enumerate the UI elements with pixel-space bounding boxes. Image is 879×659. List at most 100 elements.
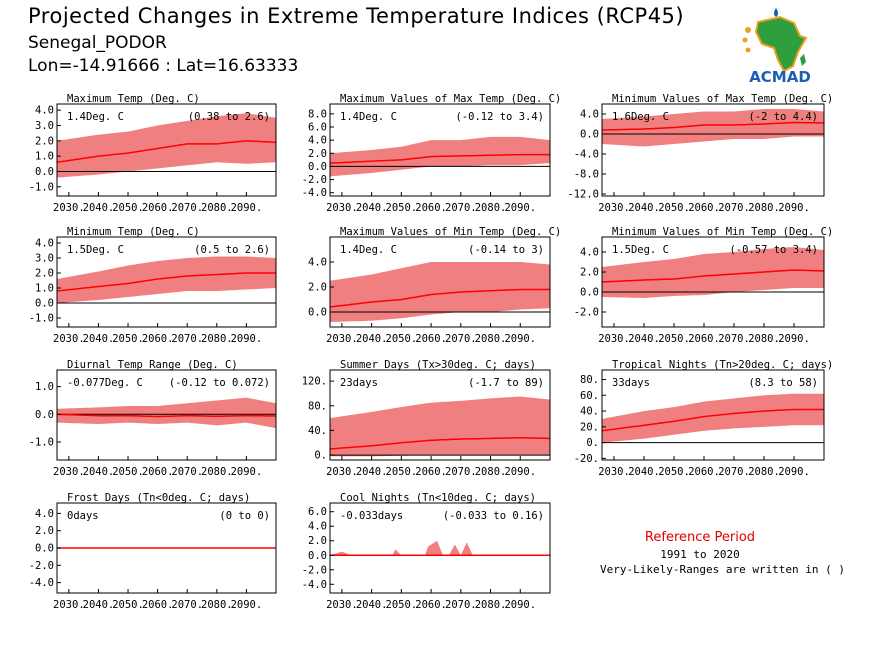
y-tick-label: -4.0 [302, 579, 327, 591]
x-tick-label: 2040. [628, 466, 660, 478]
very-likely-range-label: (-0.57 to 3.4) [729, 244, 818, 256]
y-tick-label: -1.0 [29, 181, 54, 193]
very-likely-range-label: (-0.033 to 0.16) [443, 510, 544, 522]
y-tick-label: 20. [580, 421, 599, 433]
y-tick-label: 4.0 [308, 135, 327, 147]
x-tick-label: 2040. [83, 333, 115, 345]
x-tick-label: 2070. [718, 466, 750, 478]
y-tick-label: 0.0 [308, 161, 327, 173]
y-tick-label: 80. [580, 374, 599, 386]
plot-frame [329, 236, 551, 328]
reference-period-title: Reference Period [644, 530, 756, 545]
chart-panel: 2030.2040.2050.2060.2070.2080.2090. 80. 60… [574, 359, 834, 478]
median-line [57, 140, 276, 164]
y-tick-label: 4.0 [35, 238, 54, 250]
y-tick-label: 2.0 [35, 135, 54, 147]
x-tick-label: 2080. [748, 466, 780, 478]
y-tick-label: 0.0 [35, 298, 54, 310]
trend-value-label: 1.5Deg. C [612, 244, 669, 256]
very-likely-range-label: (-2 to 4.4) [748, 111, 818, 123]
x-tick-label: 2090. [504, 466, 536, 478]
x-tick-label: 2060. [688, 202, 720, 214]
median-line [602, 121, 824, 131]
x-tick-label: 2060. [415, 466, 447, 478]
y-tick-label: -2.0 [302, 564, 327, 576]
trend-value-label: 1.4Deg. C [340, 244, 397, 256]
plot-frame [56, 103, 277, 197]
x-tick-label: 2050. [658, 202, 690, 214]
x-tick-label: 2080. [201, 466, 233, 478]
y-tick-label: 0.0 [35, 543, 54, 555]
x-tick-label: 2070. [445, 466, 477, 478]
x-tick-label: 2040. [83, 599, 115, 611]
x-tick-label: 2060. [415, 333, 447, 345]
plot-frame [329, 369, 551, 461]
x-tick-label: 2050. [658, 333, 690, 345]
x-tick-label: 2040. [356, 333, 388, 345]
median-line [57, 272, 276, 292]
plot-frame [601, 236, 825, 328]
x-tick-label: 2080. [748, 202, 780, 214]
y-tick-label: 1.0 [35, 283, 54, 295]
x-tick-label: 2060. [142, 466, 174, 478]
y-tick-label: -2.0 [574, 307, 599, 319]
x-tick-label: 2090. [231, 333, 263, 345]
x-tick-label: 2090. [778, 466, 810, 478]
x-tick-label: 2040. [83, 466, 115, 478]
coordinates-label: Lon=-14.91666 : Lat=16.63333 [28, 56, 299, 76]
x-tick-label: 2090. [778, 202, 810, 214]
y-tick-label: 4.0 [580, 247, 599, 259]
y-tick-label: 60. [580, 390, 599, 402]
y-tick-label: 0.0 [35, 409, 54, 421]
median-line [330, 288, 550, 308]
very-likely-range-band [602, 393, 824, 443]
panel-title: Frost Days (Tn<0deg. C; days) [67, 492, 250, 504]
panel-title: Maximum Values of Min Temp (Deg. C) [340, 226, 561, 238]
x-tick-label: 2050. [658, 466, 690, 478]
y-tick-label: -1.0 [29, 437, 54, 449]
very-likely-range-band [330, 396, 550, 457]
acmad-logo: ACMAD [742, 8, 811, 86]
panel-title: Minimum Temp (Deg. C) [67, 226, 200, 238]
y-tick-label: 1.0 [35, 381, 54, 393]
x-tick-label: 2090. [231, 466, 263, 478]
median-line [602, 269, 824, 283]
x-tick-label: 2050. [112, 333, 144, 345]
x-tick-label: 2050. [112, 466, 144, 478]
x-tick-label: 2040. [83, 202, 115, 214]
x-tick-label: 2090. [231, 202, 263, 214]
x-tick-label: 2070. [171, 599, 203, 611]
very-likely-range-band [57, 113, 276, 178]
y-tick-label: 40. [580, 406, 599, 418]
y-tick-label: 120. [302, 376, 327, 388]
median-line [330, 153, 550, 164]
chart-panel: 2030.2040.2050.2060.2070.2080.2090. 4.0 3.… [29, 226, 277, 345]
panel-title: Cool Nights (Tn<10deg. C; days) [340, 492, 536, 504]
y-tick-label: 4.0 [35, 508, 54, 520]
plot-frame [56, 369, 277, 461]
y-tick-label: 4.0 [35, 105, 54, 117]
very-likely-range-label: (0 to 0) [219, 510, 270, 522]
x-tick-label: 2030. [326, 466, 358, 478]
chart-panel: 2030.2040.2050.2060.2070.2080.2090. 4.0 0.… [567, 93, 833, 214]
x-tick-label: 2050. [386, 466, 418, 478]
page-title: Projected Changes in Extreme Temperature… [28, 4, 685, 28]
trend-value-label: 1.5Deg. C [67, 244, 124, 256]
y-tick-label: 4.0 [308, 257, 327, 269]
x-tick-label: 2070. [445, 333, 477, 345]
y-tick-label: 2.0 [35, 268, 54, 280]
y-tick-label: -20. [574, 453, 599, 465]
y-tick-label: 3.0 [35, 120, 54, 132]
x-tick-label: 2080. [201, 202, 233, 214]
x-tick-label: 2070. [718, 202, 750, 214]
y-tick-label: -2.0 [302, 174, 327, 186]
y-tick-label: 0.0 [35, 166, 54, 178]
y-tick-label: 2.0 [35, 525, 54, 537]
x-tick-label: 2040. [628, 333, 660, 345]
chart-panel: 2030.2040.2050.2060.2070.2080.2090. 4.0 3.… [29, 93, 277, 214]
y-tick-label: 0.0 [580, 129, 599, 141]
x-tick-label: 2030. [53, 333, 85, 345]
x-tick-label: 2030. [53, 599, 85, 611]
location-label: Senegal_PODOR [28, 33, 167, 53]
